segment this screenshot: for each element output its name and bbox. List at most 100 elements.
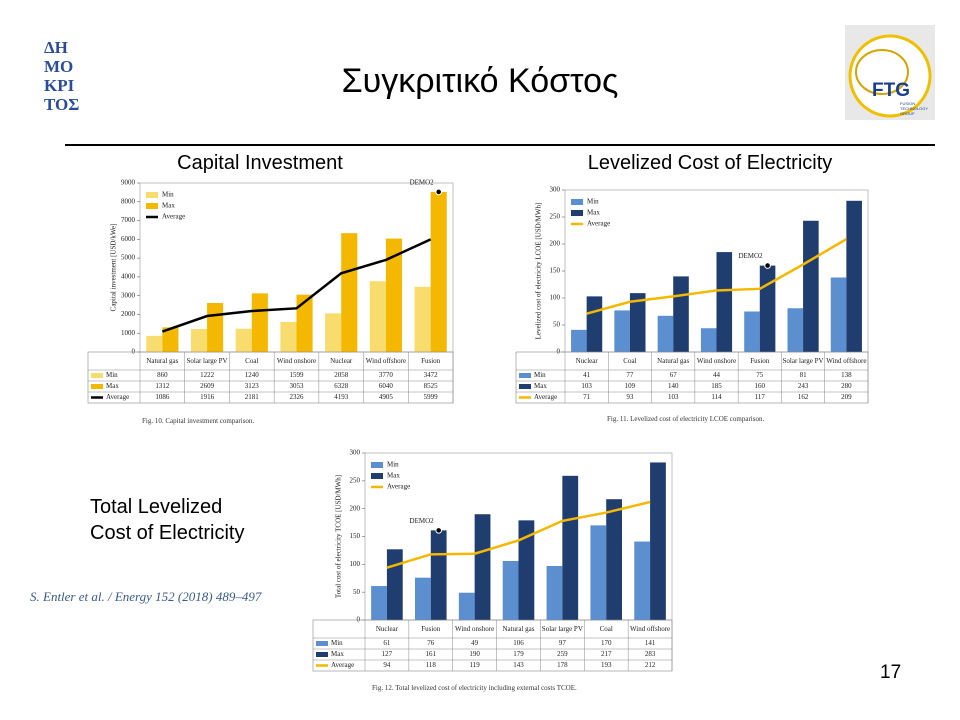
y-tick-label: 150 [350, 532, 361, 540]
table-value: 209 [841, 393, 852, 401]
average-line [386, 500, 651, 569]
table-value: 77 [626, 371, 634, 379]
bar [280, 321, 297, 352]
table-value: 178 [557, 661, 568, 669]
y-tick-label: 4000 [121, 272, 136, 280]
bar [590, 525, 607, 620]
citation: S. Entler et al. / Energy 152 (2018) 489… [30, 589, 262, 604]
table-value: 161 [426, 650, 437, 658]
table-value: 179 [513, 650, 524, 658]
category-label: Wind onshore [696, 357, 737, 365]
chart-heading: Total Levelized Cost of Electricity [90, 496, 245, 544]
category-label: Natural gas [657, 357, 690, 365]
bar [146, 335, 163, 352]
table-series-label: Average [534, 393, 557, 401]
y-tick-label: 300 [350, 449, 361, 457]
table-value: 94 [383, 661, 391, 669]
chart-heading: Levelized Cost of Electricity [587, 152, 833, 174]
table-series-label: Max [534, 382, 547, 390]
table-value: 1086 [155, 393, 170, 401]
table-value: 6328 [334, 382, 349, 390]
y-axis-label: Levelized cost of electricity LCOE [USD/… [535, 203, 543, 340]
y-tick-label: 50 [553, 321, 561, 329]
table-value: 860 [157, 371, 168, 379]
table-value: 49 [471, 639, 479, 647]
table-value: 160 [755, 382, 766, 390]
bar [700, 328, 717, 352]
bar [386, 549, 403, 620]
legend-label: Max [162, 202, 175, 210]
table-value: 81 [800, 371, 808, 379]
bar [371, 586, 387, 620]
y-tick-label: 3000 [121, 291, 136, 299]
bar [759, 265, 776, 352]
legend-swatch [571, 210, 583, 216]
table-value: 141 [645, 639, 656, 647]
category-label: Wind offshore [365, 357, 407, 365]
bar [673, 276, 689, 352]
table-value: 3770 [379, 371, 394, 379]
figure-caption: Fig. 10. Capital investment comparison. [142, 417, 255, 425]
legend-label: Min [387, 461, 399, 469]
table-series-label: Average [106, 393, 129, 401]
logo-left-bg [40, 35, 126, 115]
bar [634, 541, 651, 620]
table-value: 283 [645, 650, 656, 658]
figure-caption: Fig. 11. Levelized cost of electricity L… [607, 415, 765, 423]
bar [207, 303, 224, 352]
logo-right: FTG [872, 80, 910, 101]
y-axis-label: Total cost of electricity TCOE [USD/MWh] [335, 475, 343, 598]
table-value: 2058 [334, 371, 349, 379]
category-label: Natural gas [502, 625, 535, 633]
bar [562, 475, 579, 620]
table-value: 280 [841, 382, 852, 390]
logo-right-sub: FUSION TECHNOLOGY GROUP [900, 101, 929, 116]
bar [716, 252, 733, 352]
category-label: Fusion [421, 357, 441, 365]
table-value: 67 [670, 371, 678, 379]
category-label: Fusion [421, 625, 441, 633]
bar [502, 560, 519, 620]
table-value: 44 [713, 371, 721, 379]
table-value: 118 [426, 661, 437, 669]
category-label: Solar large PV [186, 357, 228, 365]
legend-swatch [371, 473, 383, 479]
bar [414, 577, 431, 620]
table-value: 93 [626, 393, 634, 401]
page-number: 17 [880, 662, 902, 683]
table-value: 140 [668, 382, 679, 390]
average-line [586, 238, 847, 315]
table-value: 2326 [290, 393, 305, 401]
annotation: DEMO2 [410, 179, 435, 187]
bar [571, 329, 587, 352]
category-label: Coal [599, 625, 613, 633]
legend-label: Min [162, 191, 174, 199]
legend-label: Min [587, 198, 599, 206]
table-value: 1599 [290, 371, 305, 379]
bar [586, 296, 603, 352]
figure-caption: Fig. 12. Total levelized cost of electri… [372, 684, 577, 692]
legend-label: Max [587, 209, 600, 217]
y-tick-label: 0 [132, 348, 136, 356]
category-label: Coal [245, 357, 259, 365]
chart-heading: Capital Investment [177, 152, 343, 174]
table-value: 4905 [379, 393, 394, 401]
table-value: 212 [645, 661, 656, 669]
logo-left: ΔΗ ΜΟ ΚΡΙ ΤΟΣ [44, 38, 80, 114]
table-value: 138 [841, 371, 852, 379]
category-label: Natural gas [146, 357, 179, 365]
bar [614, 310, 630, 352]
category-label: Nuclear [330, 357, 353, 365]
category-label: Solar large PV [782, 357, 824, 365]
category-label: Nuclear [575, 357, 598, 365]
table-swatch [316, 641, 328, 646]
y-tick-label: 6000 [121, 235, 136, 243]
y-tick-label: 9000 [121, 179, 136, 187]
category-label: Coal [623, 357, 637, 365]
legend-label: Average [587, 220, 610, 228]
table-value: 119 [470, 661, 481, 669]
legend-label: Average [162, 213, 185, 221]
bar [235, 328, 252, 352]
